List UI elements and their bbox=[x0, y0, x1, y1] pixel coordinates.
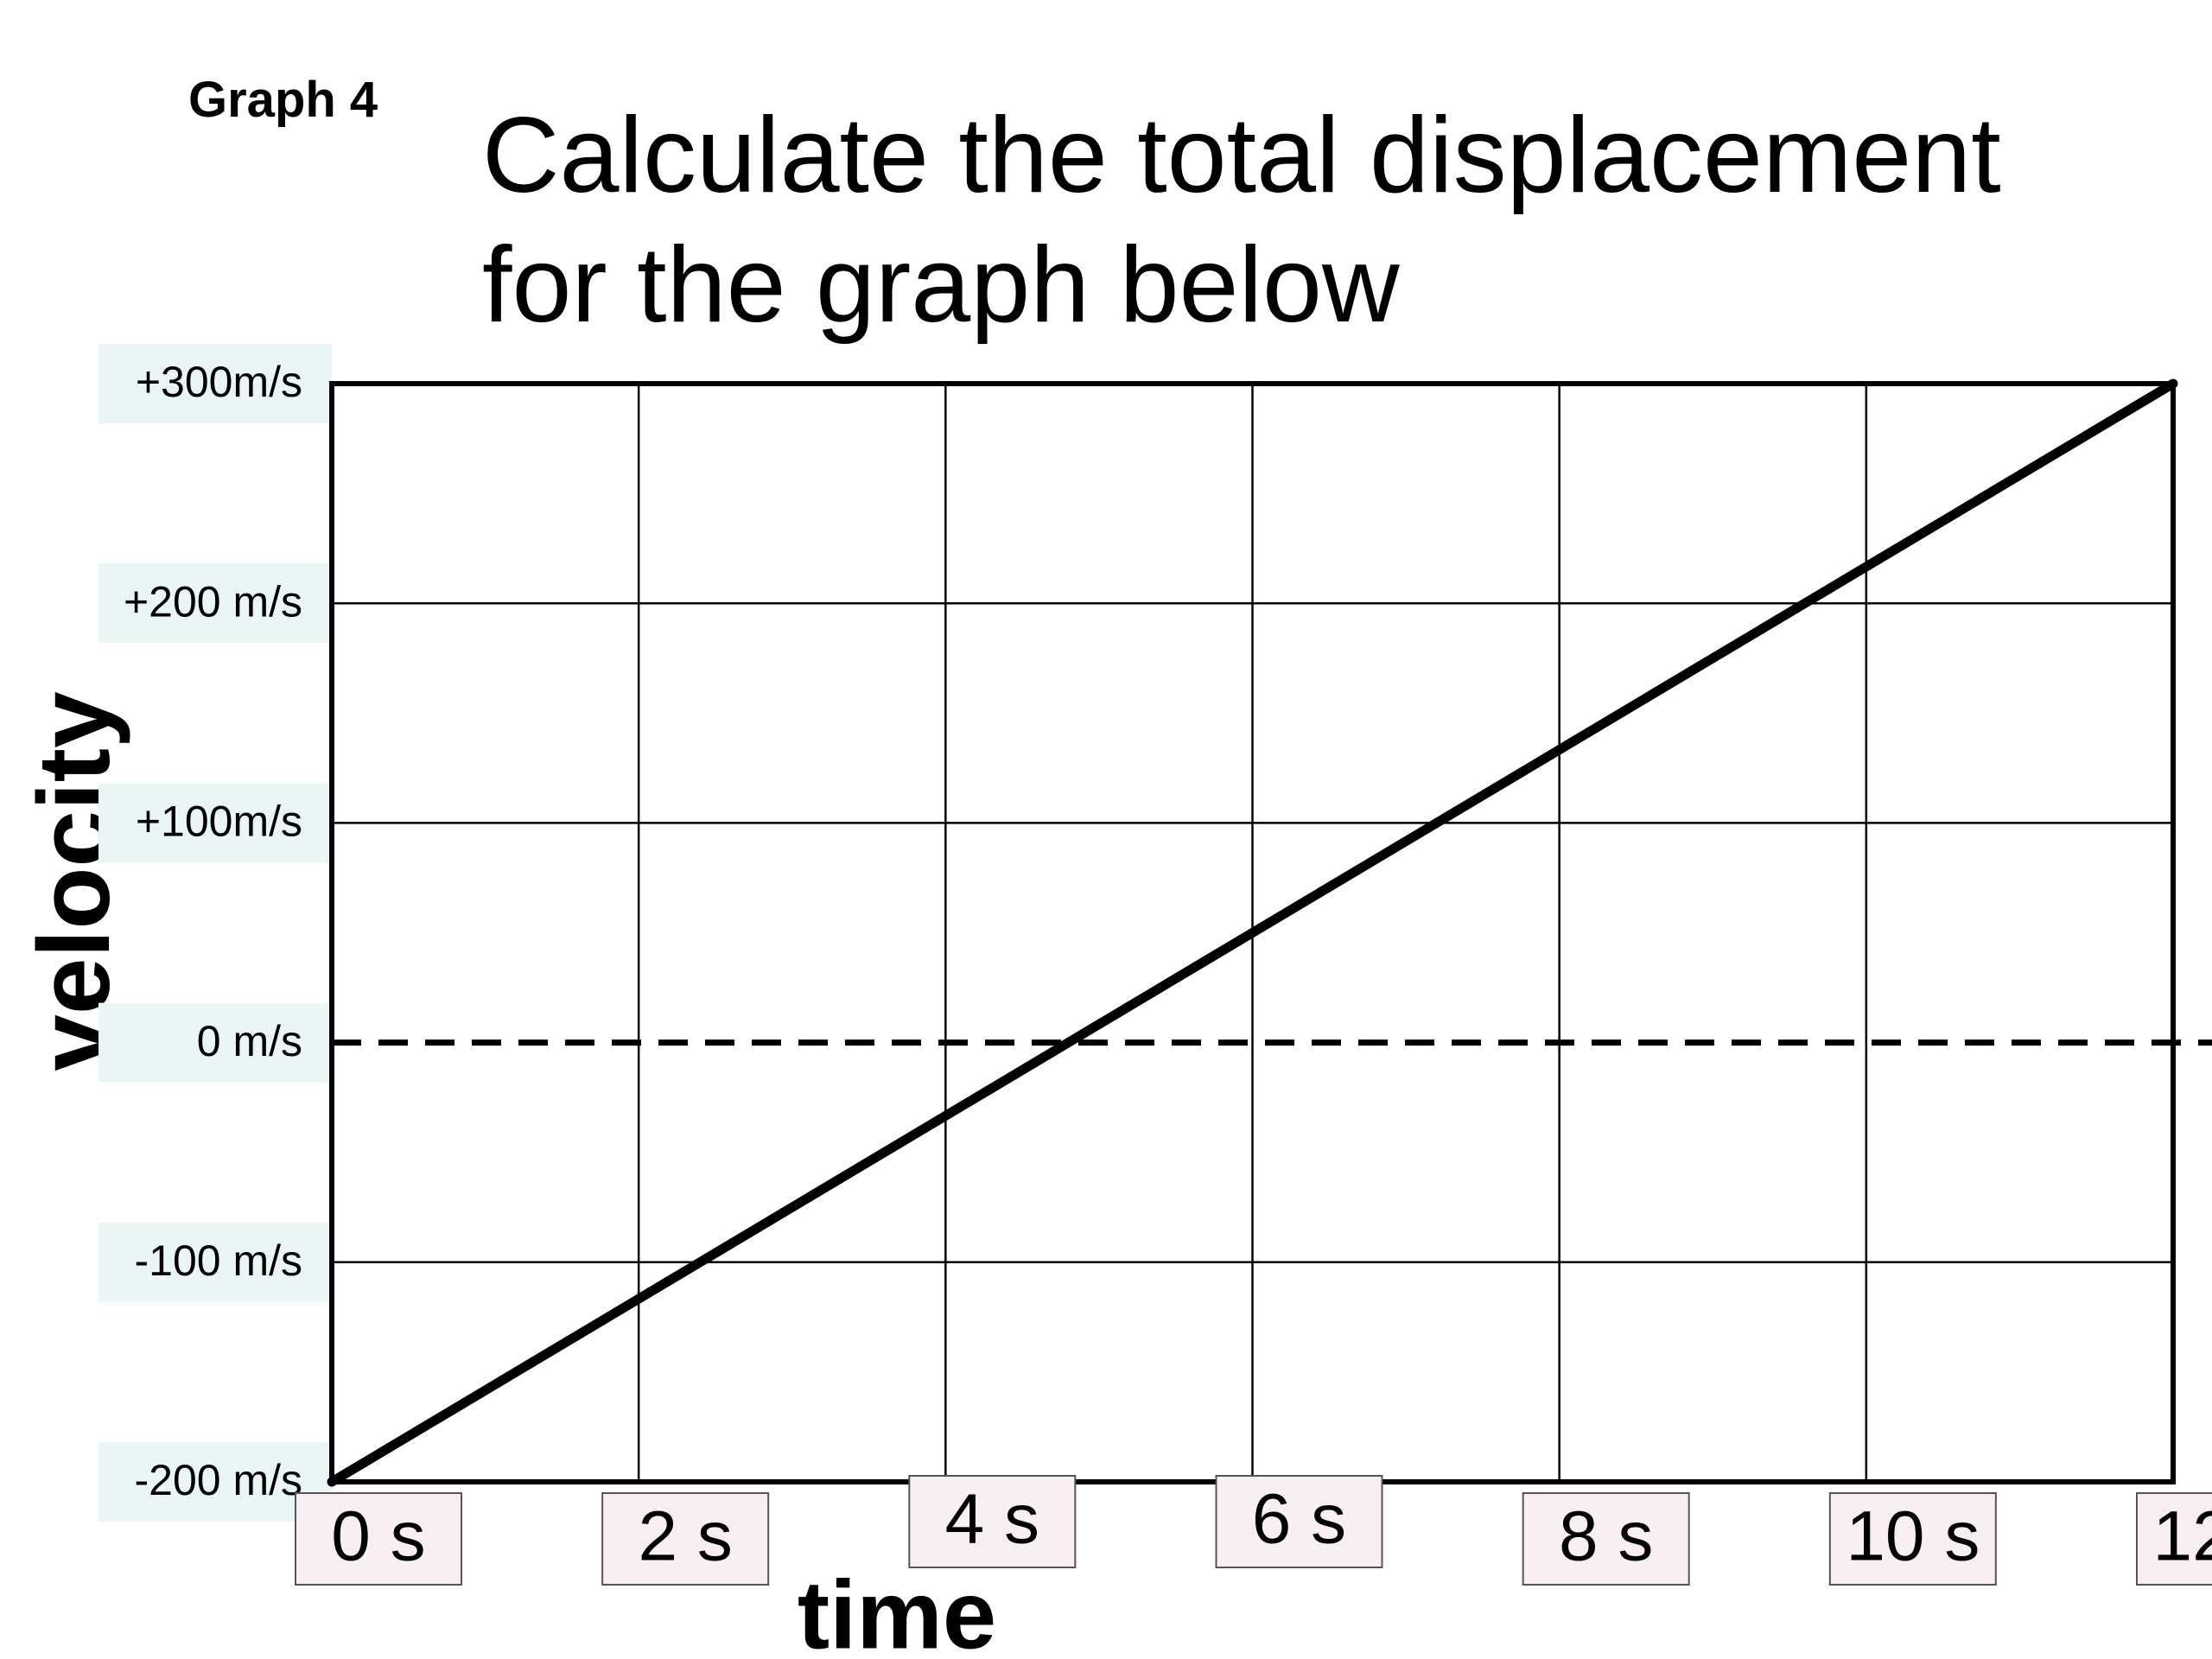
y-tick-label-box bbox=[99, 563, 332, 644]
y-tick-label: -200 m/s bbox=[134, 1456, 302, 1504]
x-tick-label-box bbox=[2136, 1492, 2212, 1586]
x-tick-label-box bbox=[908, 1475, 1077, 1568]
x-tick-label-box bbox=[1828, 1492, 1997, 1586]
y-tick-label-box bbox=[99, 783, 332, 863]
x-tick-label: 6 s bbox=[1252, 1480, 1346, 1559]
chart-title: Calculate the total displacement for the… bbox=[482, 96, 2001, 345]
y-tick-label: +100m/s bbox=[136, 798, 302, 846]
y-tick-label: +300m/s bbox=[136, 358, 302, 406]
y-tick-label-box bbox=[99, 1002, 332, 1083]
x-tick-label-box bbox=[295, 1492, 462, 1586]
x-axis-label: time bbox=[798, 1561, 996, 1659]
x-tick-label-box bbox=[601, 1492, 770, 1586]
x-tick-label-box bbox=[1215, 1475, 1383, 1568]
x-tick-label: 10 s bbox=[1846, 1497, 1980, 1576]
x-tick-label: 12 s bbox=[2153, 1497, 2212, 1576]
y-tick-label-box bbox=[99, 1442, 332, 1522]
x-tick-label: 2 s bbox=[638, 1497, 732, 1576]
x-tick-label-box bbox=[1522, 1492, 1690, 1586]
y-tick-label: -100 m/s bbox=[134, 1236, 302, 1285]
y-tick-label-box bbox=[99, 1222, 332, 1302]
x-tick-label: 8 s bbox=[1559, 1497, 1653, 1576]
y-tick-label-box bbox=[99, 344, 332, 423]
x-tick-label: 0 s bbox=[331, 1497, 425, 1576]
graph-label: Graph 4 bbox=[188, 72, 378, 128]
data-line bbox=[327, 378, 2178, 1487]
x-tick-label: 4 s bbox=[945, 1480, 1039, 1559]
y-tick-label: 0 m/s bbox=[197, 1017, 302, 1065]
y-tick-label: +200 m/s bbox=[124, 577, 302, 626]
